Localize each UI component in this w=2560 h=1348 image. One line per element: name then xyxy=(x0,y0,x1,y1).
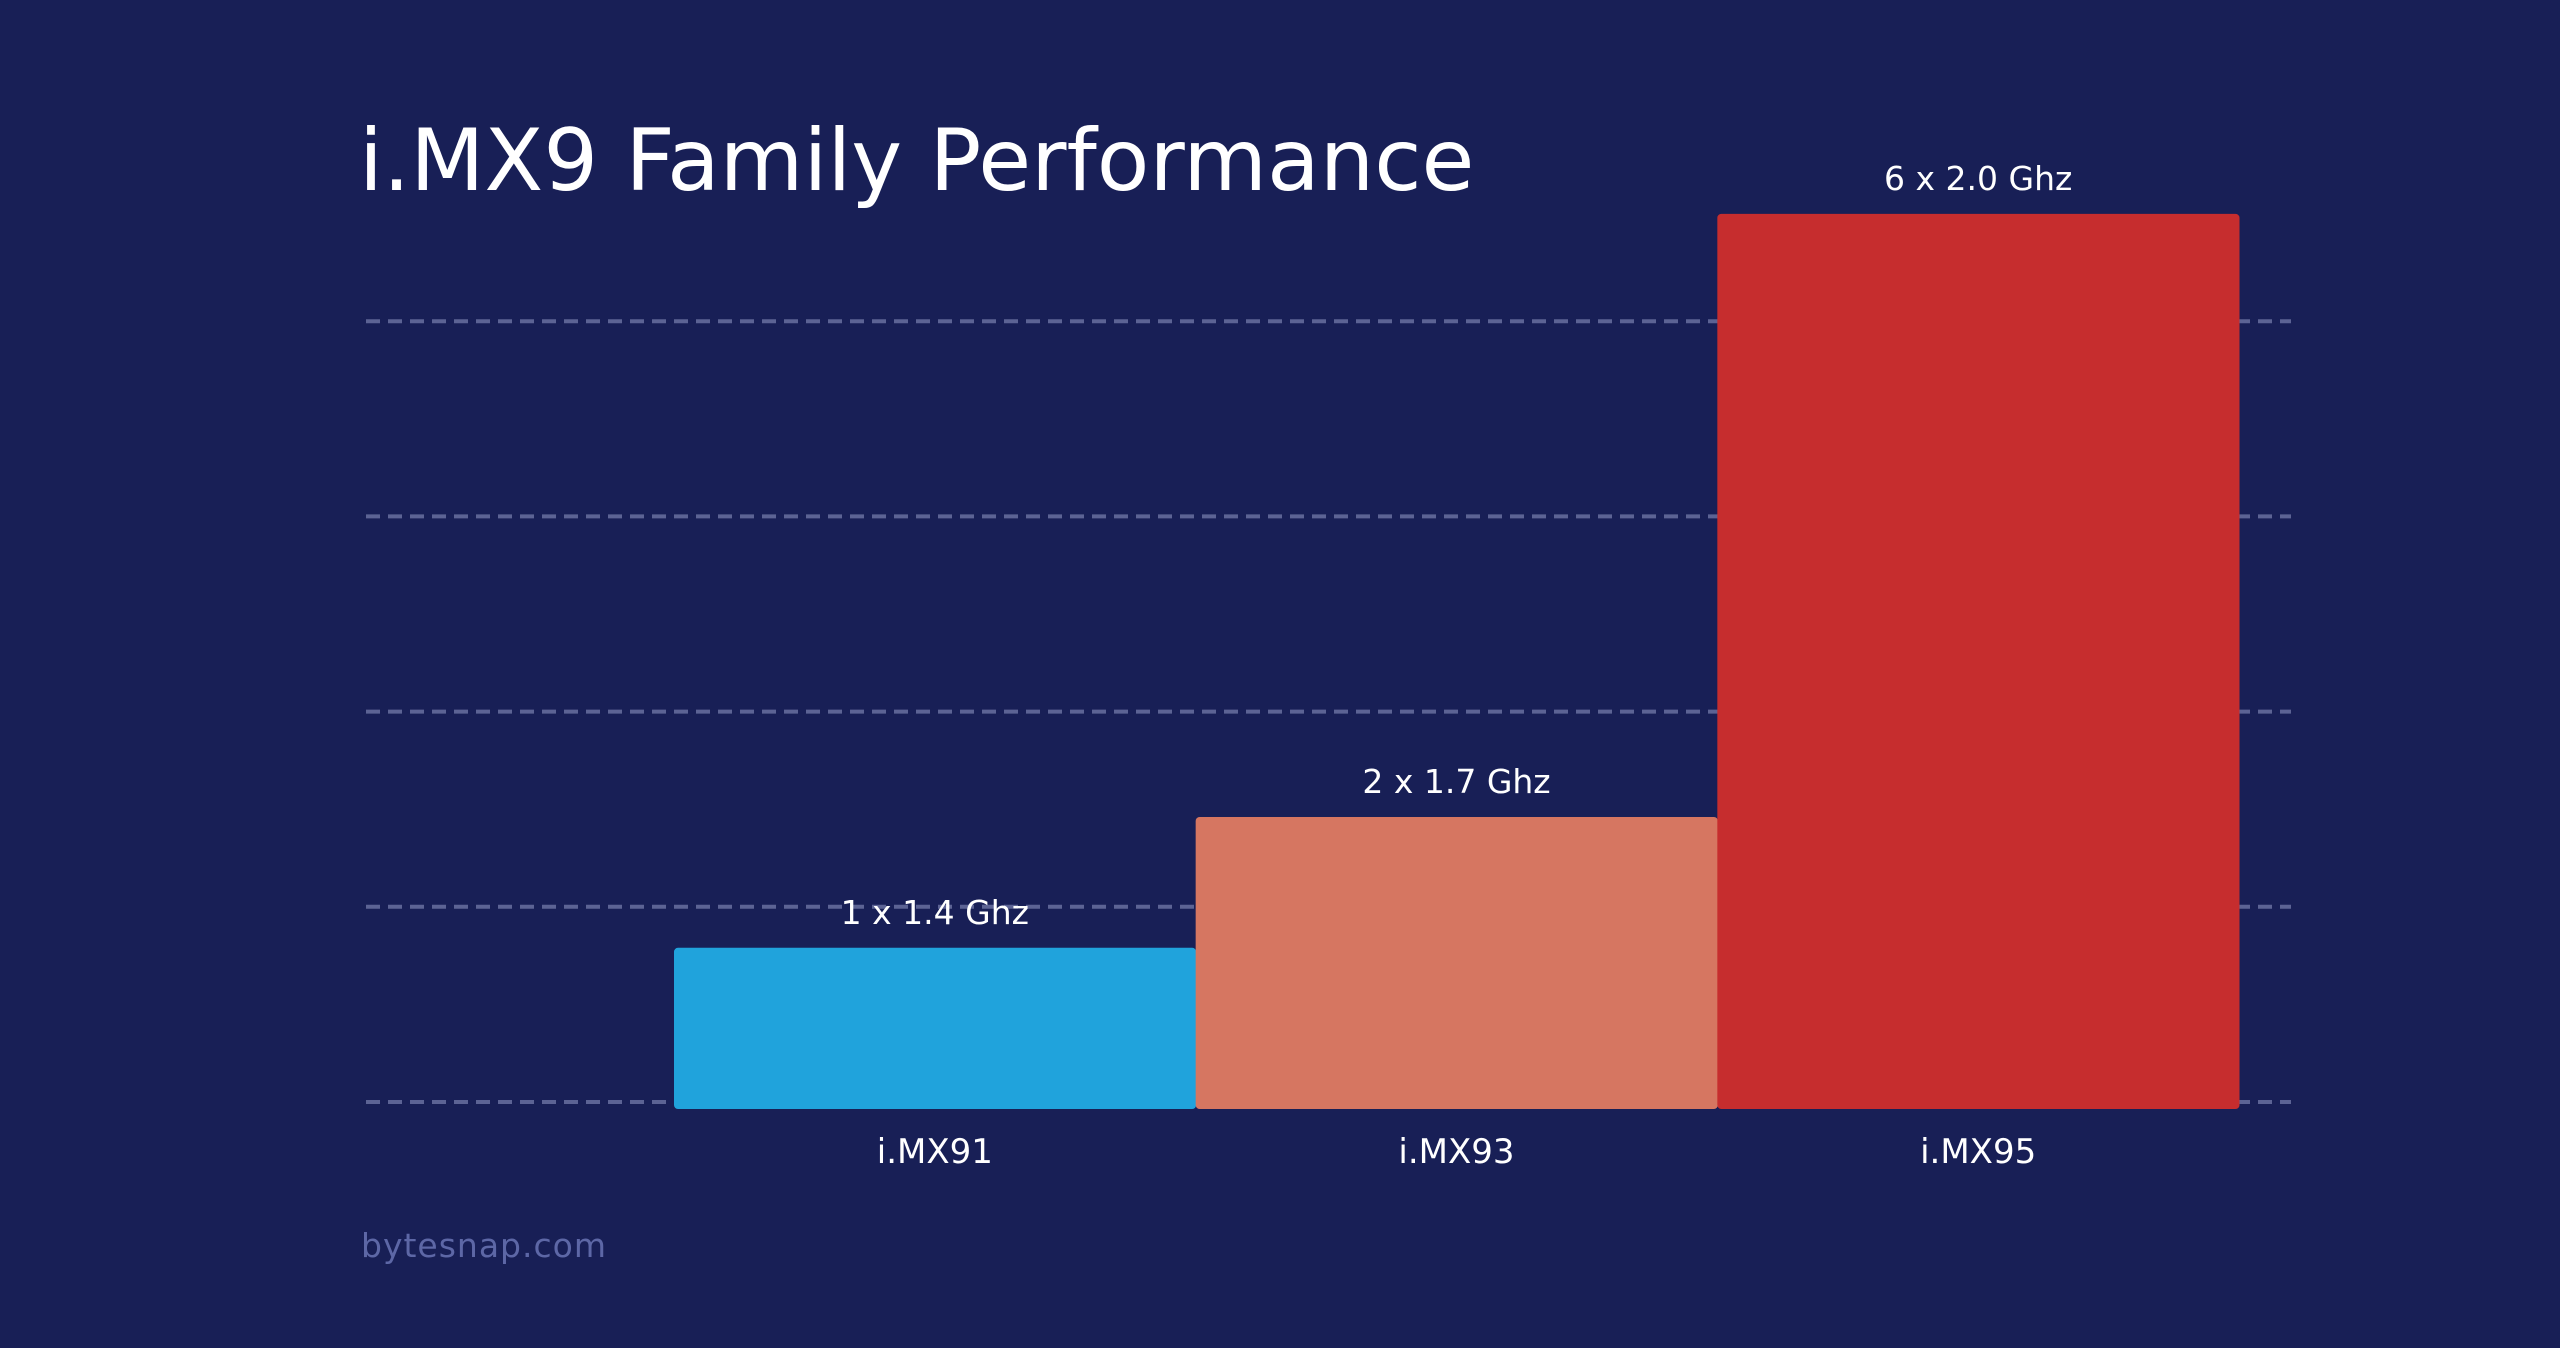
data-label: 2 x 1.7 Ghz xyxy=(1362,762,1550,801)
bar xyxy=(674,947,1197,1109)
x-tick-label: i.MX93 xyxy=(1398,1132,1514,1172)
data-label: 6 x 2.0 Ghz xyxy=(1884,159,2072,198)
bar xyxy=(1195,817,1718,1109)
footer: bytesnap.com xyxy=(361,1226,607,1265)
chart-title: i.MX9 Family Performance xyxy=(359,111,1474,211)
x-tick-label: i.MX91 xyxy=(877,1132,993,1172)
bar xyxy=(1717,213,2240,1110)
x-tick-label: i.MX95 xyxy=(1920,1132,2036,1172)
data-label: 1 x 1.4 Ghz xyxy=(841,893,1029,932)
